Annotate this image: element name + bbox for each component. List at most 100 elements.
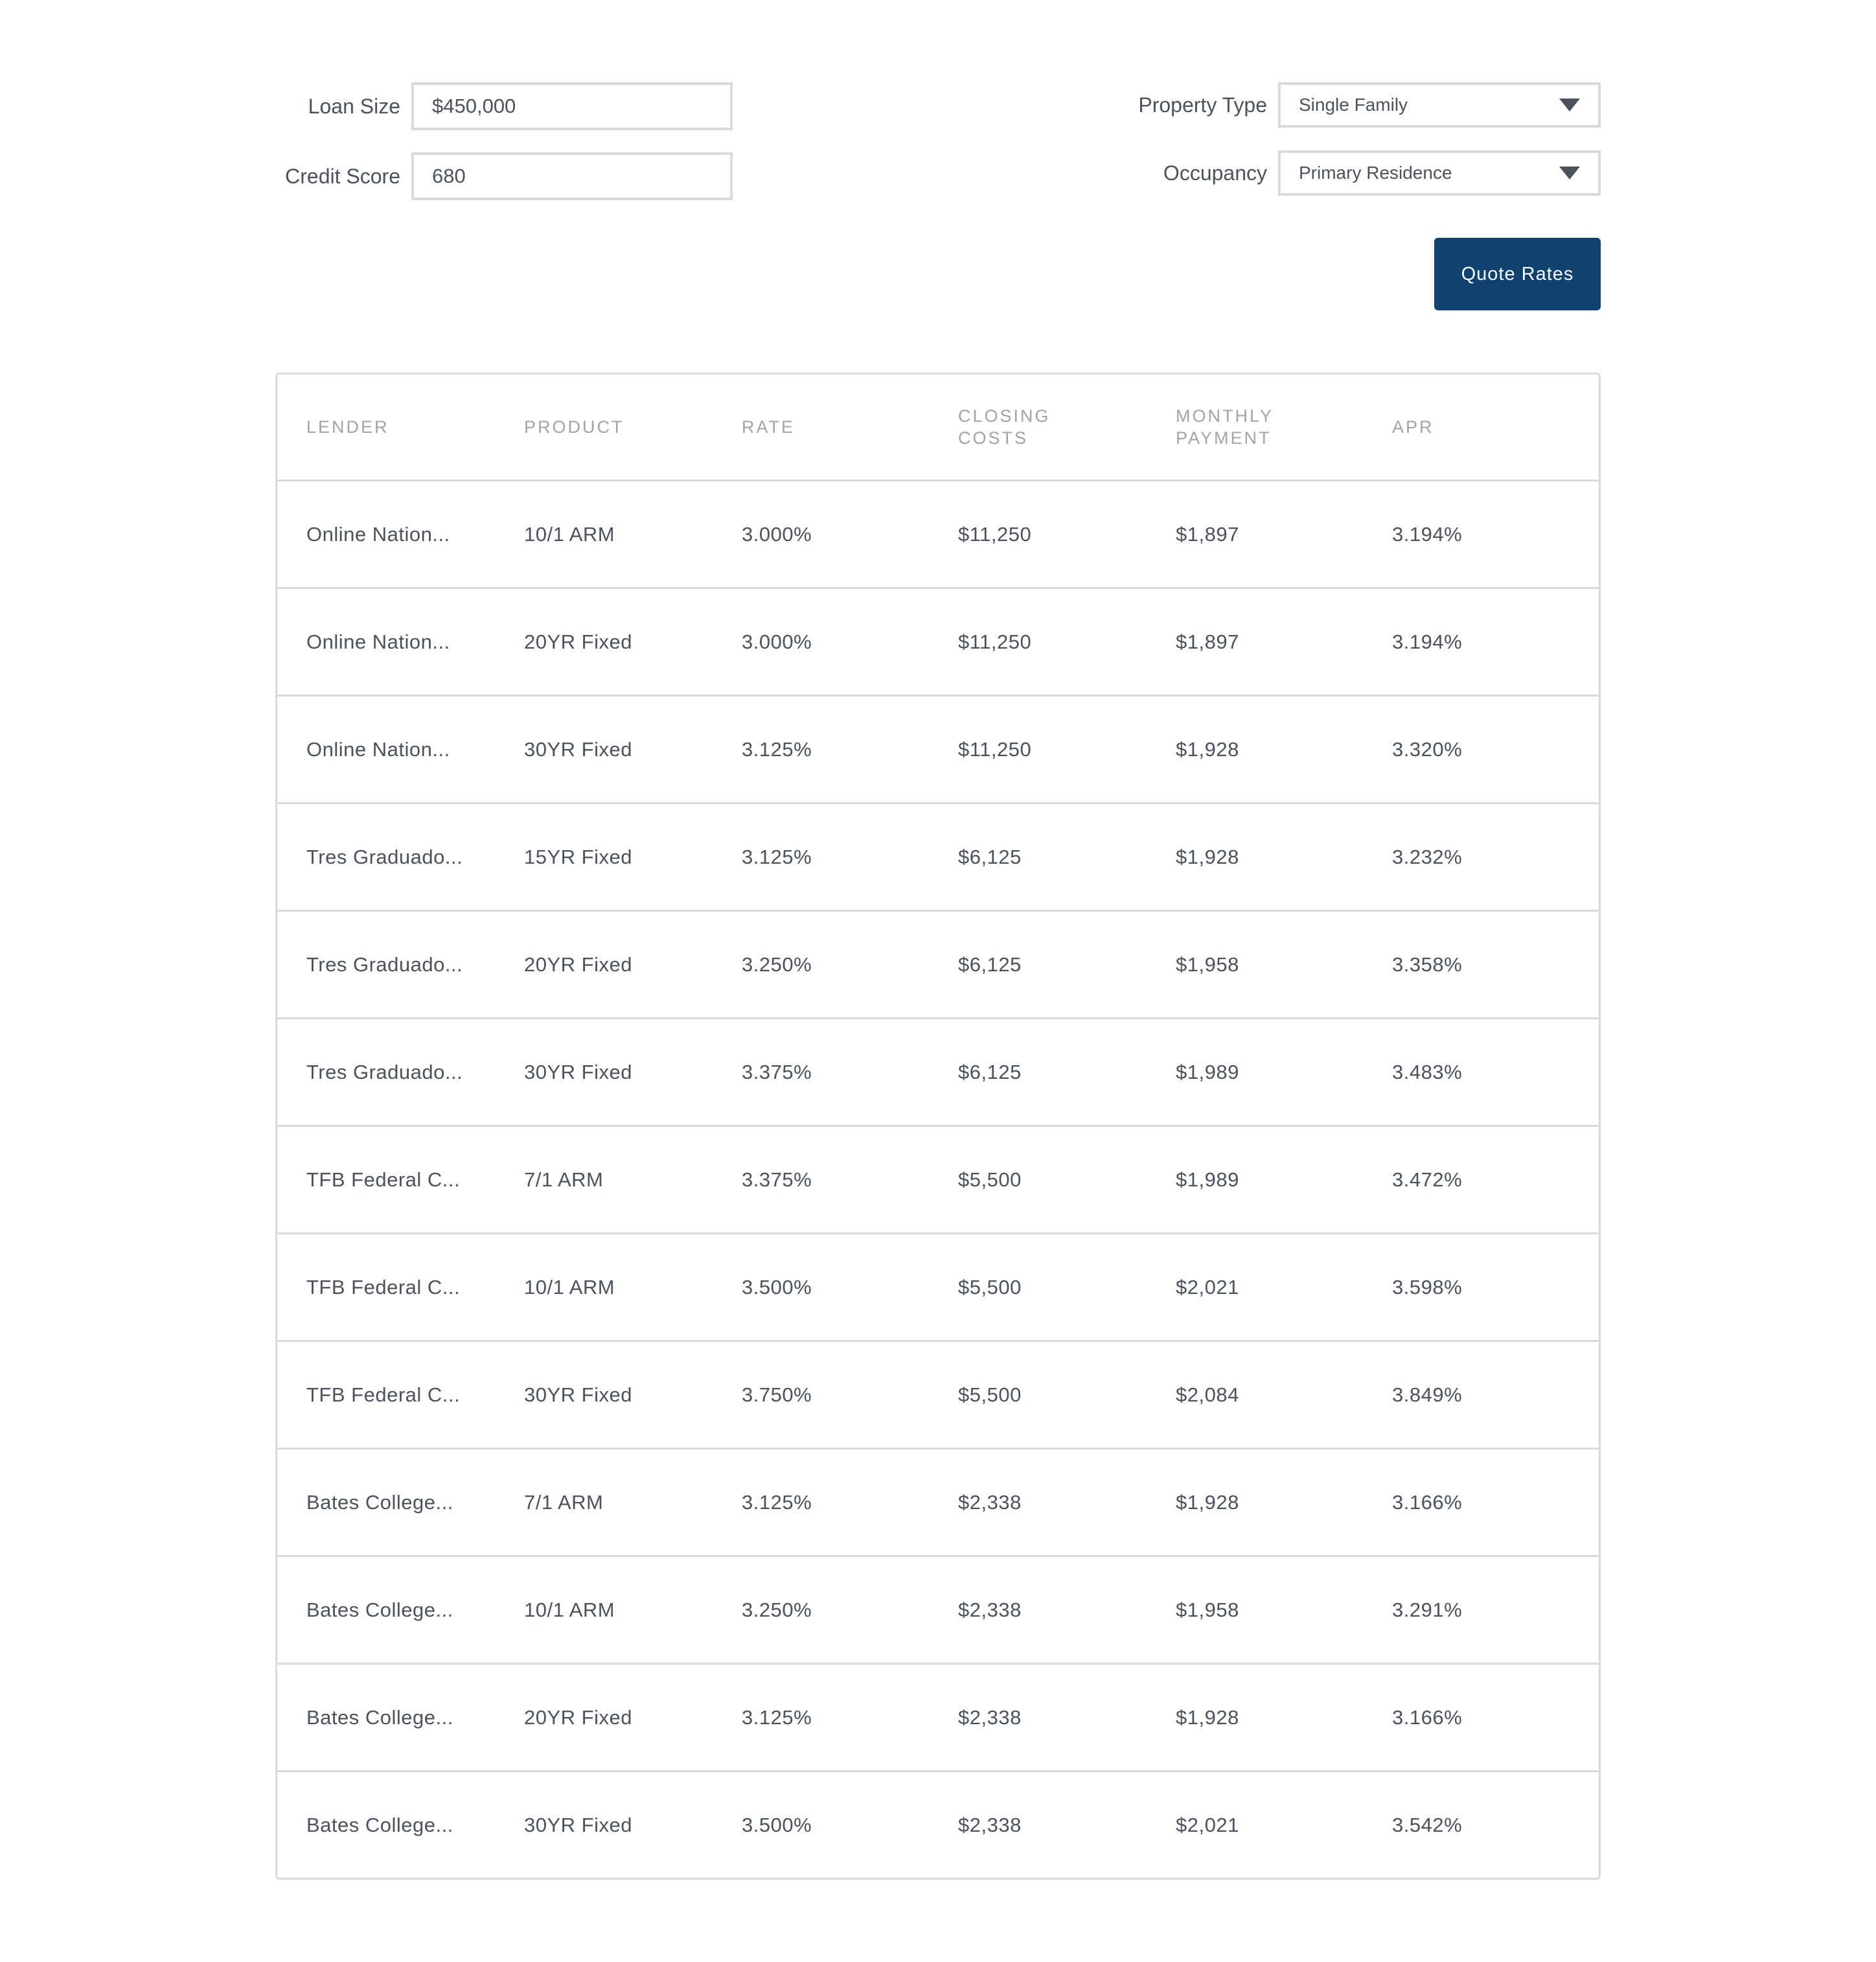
cell-monthly-payment: $1,897 <box>1176 522 1239 546</box>
cell-monthly-payment: $1,958 <box>1176 1598 1239 1621</box>
cell-monthly-payment: $1,928 <box>1176 1705 1239 1729</box>
cell-product: 7/1 ARM <box>524 1168 604 1191</box>
table-row[interactable]: TFB Federal C... 10/1 ARM 3.500% $5,500 $2,0… <box>277 1232 1599 1340</box>
cell-rate: 3.250% <box>742 952 812 976</box>
header-monthly-payment: MONTHLY PAYMENT <box>1176 406 1274 448</box>
cell-product: 10/1 ARM <box>524 522 615 546</box>
cell-apr: 3.320% <box>1392 737 1463 761</box>
cell-rate: 3.000% <box>742 522 812 546</box>
table-row[interactable]: Bates College... 30YR Fixed 3.500% $2,338 $2… <box>277 1770 1599 1878</box>
occupancy-select[interactable]: Primary Residence <box>1278 150 1601 196</box>
cell-lender: TFB Federal C... <box>306 1168 461 1191</box>
cell-product: 15YR Fixed <box>524 845 632 868</box>
cell-lender: Tres Graduado... <box>306 1060 463 1083</box>
cell-monthly-payment: $2,084 <box>1176 1383 1239 1406</box>
cell-lender: Tres Graduado... <box>306 845 463 868</box>
header-product: PRODUCT <box>524 417 624 437</box>
cell-closing-costs: $5,500 <box>958 1168 1022 1191</box>
cell-monthly-payment: $1,928 <box>1176 845 1239 868</box>
table-row[interactable]: Online Nation... 30YR Fixed 3.125% $11,250 $… <box>277 695 1599 802</box>
cell-rate: 3.375% <box>742 1168 812 1191</box>
cell-apr: 3.291% <box>1392 1598 1463 1621</box>
cell-product: 30YR Fixed <box>524 1383 632 1406</box>
cell-lender: Online Nation... <box>306 737 450 761</box>
property-type-label: Property Type <box>1138 93 1267 117</box>
cell-product: 10/1 ARM <box>524 1275 615 1298</box>
cell-lender: Bates College... <box>306 1813 453 1836</box>
cell-rate: 3.000% <box>742 630 812 653</box>
header-lender: LENDER <box>306 417 389 437</box>
table-row[interactable]: Online Nation... 10/1 ARM 3.000% $11,250 $1,… <box>277 479 1599 587</box>
property-type-select[interactable]: Single Family <box>1278 82 1601 128</box>
cell-rate: 3.500% <box>742 1813 812 1836</box>
cell-apr: 3.849% <box>1392 1383 1463 1406</box>
cell-monthly-payment: $2,021 <box>1176 1813 1239 1836</box>
cell-lender: TFB Federal C... <box>306 1275 461 1298</box>
cell-apr: 3.166% <box>1392 1705 1463 1729</box>
cell-apr: 3.598% <box>1392 1275 1463 1298</box>
table-row[interactable]: Bates College... 20YR Fixed 3.125% $2,338 $1… <box>277 1663 1599 1770</box>
cell-apr: 3.166% <box>1392 1490 1463 1514</box>
cell-apr: 3.358% <box>1392 952 1463 976</box>
table-row[interactable]: Tres Graduado... 30YR Fixed 3.375% $6,125 $1… <box>277 1017 1599 1125</box>
cell-closing-costs: $11,250 <box>958 737 1032 761</box>
cell-monthly-payment: $1,928 <box>1176 737 1239 761</box>
table-row[interactable]: TFB Federal C... 30YR Fixed 3.750% $5,500 $2… <box>277 1340 1599 1448</box>
cell-closing-costs: $6,125 <box>958 845 1022 868</box>
cell-monthly-payment: $1,897 <box>1176 630 1239 653</box>
cell-rate: 3.250% <box>742 1598 812 1621</box>
cell-apr: 3.194% <box>1392 522 1463 546</box>
cell-closing-costs: $11,250 <box>958 522 1032 546</box>
occupancy-value: Primary Residence <box>1299 163 1452 183</box>
table-row[interactable]: Bates College... 10/1 ARM 3.250% $2,338 $1,9… <box>277 1555 1599 1663</box>
cell-lender: Bates College... <box>306 1598 453 1621</box>
caret-down-icon <box>1559 167 1580 179</box>
loan-size-label: Loan Size <box>308 95 400 118</box>
cell-lender: Bates College... <box>306 1705 453 1729</box>
cell-closing-costs: $2,338 <box>958 1598 1022 1621</box>
table-row[interactable]: Bates College... 7/1 ARM 3.125% $2,338 $1,92… <box>277 1448 1599 1555</box>
occupancy-label: Occupancy <box>1163 161 1267 185</box>
loan-size-input[interactable] <box>411 82 733 130</box>
credit-score-input[interactable] <box>411 152 733 200</box>
cell-product: 10/1 ARM <box>524 1598 615 1621</box>
table-row[interactable]: Tres Graduado... 20YR Fixed 3.250% $6,125 $1… <box>277 910 1599 1017</box>
cell-closing-costs: $5,500 <box>958 1275 1022 1298</box>
cell-monthly-payment: $1,928 <box>1176 1490 1239 1514</box>
header-apr: APR <box>1392 417 1434 437</box>
rates-table: LENDER PRODUCT RATE CLOSING COSTS MONTHL… <box>275 373 1601 1880</box>
cell-apr: 3.232% <box>1392 845 1463 868</box>
table-row[interactable]: Online Nation... 20YR Fixed 3.000% $11,250 $… <box>277 587 1599 695</box>
cell-rate: 3.125% <box>742 737 812 761</box>
cell-lender: Bates College... <box>306 1490 453 1514</box>
cell-closing-costs: $6,125 <box>958 952 1022 976</box>
header-closing-costs: CLOSING COSTS <box>958 406 1051 448</box>
cell-monthly-payment: $2,021 <box>1176 1275 1239 1298</box>
cell-closing-costs: $11,250 <box>958 630 1032 653</box>
cell-lender: Tres Graduado... <box>306 952 463 976</box>
cell-lender: TFB Federal C... <box>306 1383 461 1406</box>
quote-rates-button[interactable]: Quote Rates <box>1434 238 1601 310</box>
cell-closing-costs: $5,500 <box>958 1383 1022 1406</box>
credit-score-label: Credit Score <box>285 165 400 188</box>
cell-closing-costs: $2,338 <box>958 1813 1022 1836</box>
cell-monthly-payment: $1,989 <box>1176 1060 1239 1083</box>
cell-monthly-payment: $1,989 <box>1176 1168 1239 1191</box>
cell-product: 20YR Fixed <box>524 630 632 653</box>
cell-rate: 3.375% <box>742 1060 812 1083</box>
table-row[interactable]: TFB Federal C... 7/1 ARM 3.375% $5,500 $1,98… <box>277 1125 1599 1232</box>
cell-closing-costs: $2,338 <box>958 1705 1022 1729</box>
caret-down-icon <box>1559 98 1580 111</box>
cell-lender: Online Nation... <box>306 630 450 653</box>
cell-product: 30YR Fixed <box>524 737 632 761</box>
cell-product: 20YR Fixed <box>524 1705 632 1729</box>
cell-product: 7/1 ARM <box>524 1490 604 1514</box>
header-rate: RATE <box>742 417 795 437</box>
cell-apr: 3.472% <box>1392 1168 1463 1191</box>
cell-apr: 3.194% <box>1392 630 1463 653</box>
cell-rate: 3.125% <box>742 845 812 868</box>
cell-rate: 3.125% <box>742 1490 812 1514</box>
table-row[interactable]: Tres Graduado... 15YR Fixed 3.125% $6,125 $1… <box>277 802 1599 910</box>
cell-product: 30YR Fixed <box>524 1813 632 1836</box>
cell-apr: 3.542% <box>1392 1813 1463 1836</box>
